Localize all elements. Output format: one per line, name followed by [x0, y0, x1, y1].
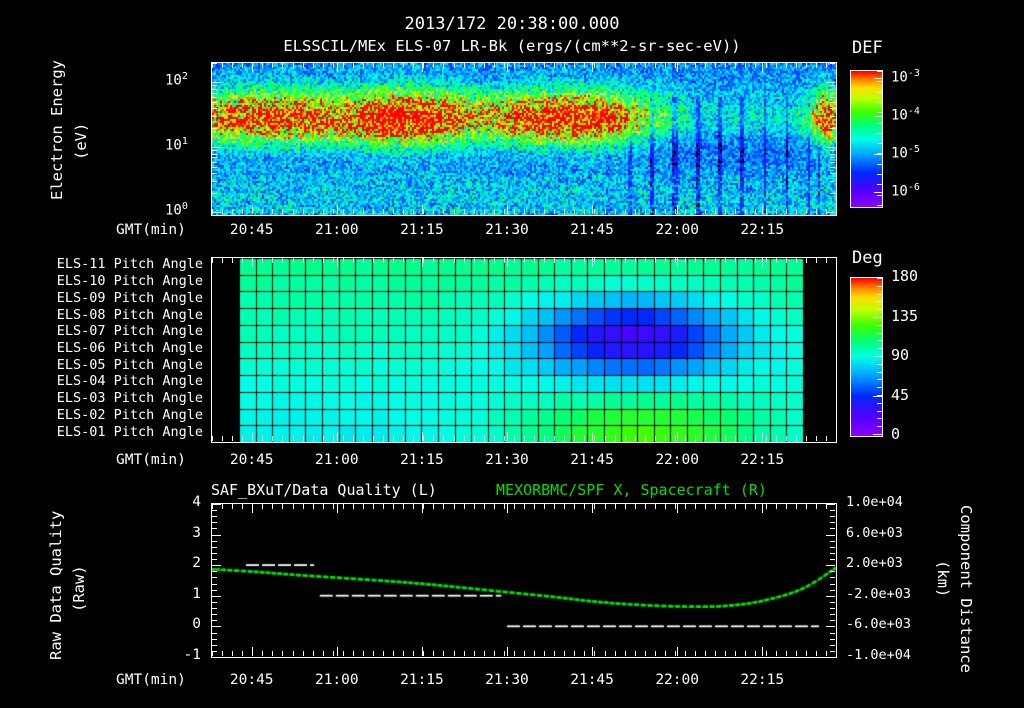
mid-xtick-label: 21:15: [400, 452, 444, 468]
bottom-xtick-label: 22:15: [740, 672, 785, 688]
deg-colorbar-title: Deg: [852, 248, 883, 268]
top-xtick-label: 21:15: [400, 222, 444, 238]
mid-xtick-label: 20:45: [229, 452, 274, 468]
bottom-xtick-label: 21:45: [570, 672, 614, 688]
bottom-ytick-label-left: 1: [192, 585, 201, 602]
mid-xtick-label: 22:15: [740, 452, 785, 468]
mid-xlabel: GMT(min): [116, 452, 186, 468]
bottom-xtick-label: 21:15: [400, 672, 444, 688]
pitch-angle-row-label: ELS-01 Pitch Angle: [56, 423, 203, 440]
deg-colorbar-tick-label: 135: [891, 306, 919, 325]
mid-xtick-label: 21:45: [570, 452, 614, 468]
top-ytick-label: 101: [165, 136, 188, 154]
pitch-angle-row-label: ELS-02 Pitch Angle: [56, 406, 203, 423]
top-ytick-label: 100: [165, 201, 188, 219]
top-ytick-label: 102: [165, 71, 188, 90]
bottom-xtick-label: 21:30: [485, 672, 529, 688]
pitch-angle-row-label: ELS-04 Pitch Angle: [56, 373, 203, 390]
data-quality-panel[interactable]: [211, 503, 837, 658]
page-title: 2013/172 20:38:00.000: [404, 14, 620, 34]
def-colorbar-tick-label: 10-6: [891, 182, 920, 201]
def-colorbar[interactable]: [850, 70, 883, 208]
deg-colorbar-tick-label: 90: [891, 346, 910, 364]
plot-subtitle: ELSSCIL/MEx ELS-07 LR-Bk (ergs/(cm**2-sr…: [283, 37, 741, 55]
def-colorbar-title: DEF: [852, 38, 883, 58]
deg-colorbar-tick-label: 0: [891, 425, 901, 443]
pitch-angle-row-label: ELS-09 Pitch Angle: [56, 289, 203, 306]
bottom-ytick-label-right: -2.0e+03: [846, 585, 912, 602]
top-xtick-label: 22:15: [740, 222, 785, 238]
top-ylabel-electron-energy: Electron Energy: [48, 60, 66, 200]
top-xtick-label: 21:30: [485, 222, 529, 238]
bottom-ytick-label-right: -1.0e+04: [846, 647, 912, 663]
def-colorbar-tick-label: 10-5: [891, 144, 920, 162]
bottom-ylabel-right: Component Distance: [957, 505, 975, 673]
bottom-ytick-label-left: 3: [192, 524, 201, 541]
bottom-ytick-label-left: 0: [192, 616, 201, 633]
bottom-ylabel-left-units: (Raw): [70, 565, 88, 612]
pitch-angle-row-label: ELS-07 Pitch Angle: [56, 323, 203, 340]
top-xtick-label: 20:45: [229, 222, 274, 238]
pitch-angle-panel[interactable]: [211, 257, 837, 443]
electron-energy-spectrogram-panel[interactable]: [211, 62, 837, 216]
pitch-angle-row-label: ELS-06 Pitch Angle: [56, 340, 203, 356]
deg-colorbar[interactable]: [850, 277, 883, 437]
pitch-angle-row-label: ELS-05 Pitch Angle: [56, 356, 203, 373]
top-xtick-label: 21:45: [570, 222, 614, 238]
bottom-ytick-label-left: -1: [183, 647, 201, 663]
def-colorbar-tick-label: 10-4: [891, 106, 920, 124]
top-xtick-label: 21:00: [314, 222, 359, 238]
bottom-xtick-label: 20:45: [229, 672, 274, 688]
bottom-ytick-label-right: 6.0e+03: [846, 524, 903, 541]
bottom-xtick-label: 21:00: [314, 672, 359, 688]
deg-colorbar-tick-label: 180: [891, 267, 919, 285]
pitch-angle-row-label: ELS-11 Pitch Angle: [56, 256, 203, 273]
bottom-xlabel: GMT(min): [116, 672, 186, 688]
top-xtick-label: 22:00: [655, 222, 699, 238]
top-xlabel: GMT(min): [116, 222, 186, 238]
def-colorbar-tick-label: 10-3: [891, 68, 920, 86]
pitch-angle-row-label: ELS-03 Pitch Angle: [56, 390, 203, 407]
bottom-ytick-label-left: 2: [192, 555, 201, 572]
bottom-title-left: SAF_BXuT/Data Quality (L): [211, 481, 437, 499]
bottom-ylabel-left: Raw Data Quality: [47, 510, 65, 660]
bottom-title-right: MEXORBMC/SPF X, Spacecraft (R): [496, 481, 767, 499]
bottom-ytick-label-right: 1.0e+04: [846, 494, 903, 510]
mid-xtick-label: 22:00: [655, 452, 699, 468]
mid-xtick-label: 21:30: [485, 452, 529, 468]
pitch-angle-row-label: ELS-10 Pitch Angle: [56, 273, 203, 290]
bottom-ytick-label-right: -6.0e+03: [846, 616, 912, 633]
bottom-ytick-label-left: 4: [192, 494, 201, 510]
bottom-ylabel-right-units: (km): [934, 560, 952, 598]
mid-xtick-label: 21:00: [314, 452, 359, 468]
deg-colorbar-tick-label: 45: [891, 385, 910, 404]
pitch-angle-row-label: ELS-08 Pitch Angle: [56, 306, 203, 323]
bottom-xtick-label: 22:00: [655, 672, 699, 688]
top-ylabel-units: (eV): [72, 122, 90, 160]
bottom-ytick-label-right: 2.0e+03: [846, 555, 903, 572]
